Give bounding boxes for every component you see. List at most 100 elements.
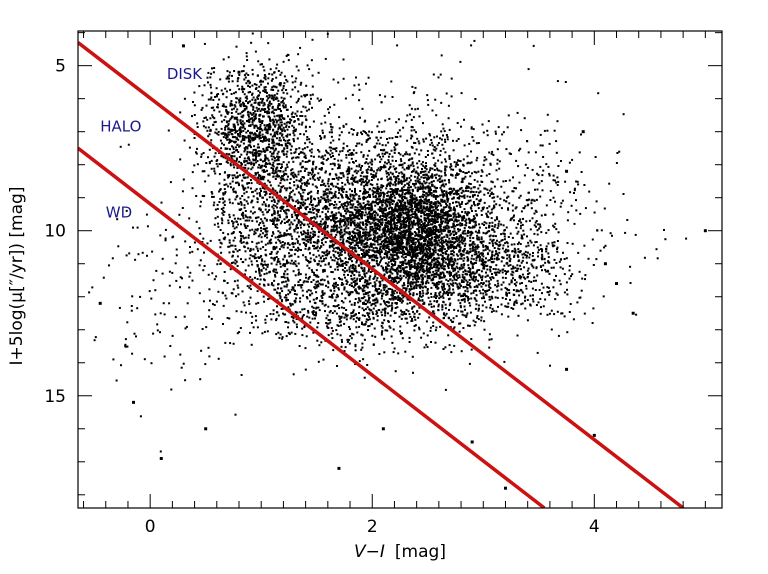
data-point: [414, 212, 417, 215]
data-point: [474, 307, 477, 310]
data-point: [477, 309, 480, 312]
data-point: [358, 165, 361, 168]
data-point: [412, 219, 415, 222]
data-point: [457, 230, 460, 233]
data-point: [324, 190, 326, 193]
data-point: [431, 183, 433, 186]
data-point: [379, 200, 382, 202]
data-point: [369, 228, 372, 231]
data-point: [276, 305, 278, 308]
data-point: [220, 208, 223, 210]
data-point: [430, 286, 433, 289]
data-point: [420, 187, 423, 190]
data-point: [391, 247, 394, 250]
data-point: [537, 248, 540, 251]
data-point: [412, 255, 415, 258]
data-point: [417, 316, 420, 319]
data-point: [442, 127, 445, 130]
data-point: [401, 240, 403, 243]
data-point: [420, 176, 423, 179]
data-point: [445, 134, 448, 136]
data-point: [596, 229, 599, 232]
data-point: [536, 233, 539, 236]
data-point: [454, 213, 457, 216]
data-point: [445, 195, 448, 197]
data-point: [448, 308, 450, 311]
data-point: [403, 207, 405, 210]
data-point: [429, 208, 432, 210]
data-point: [393, 200, 395, 203]
data-point: [439, 186, 442, 189]
data-point: [463, 118, 465, 121]
data-point: [477, 246, 480, 248]
data-point: [461, 219, 464, 222]
data-point: [410, 241, 413, 244]
data-point: [328, 111, 330, 114]
data-point: [380, 236, 383, 239]
data-point: [338, 165, 341, 167]
data-point: [403, 225, 406, 228]
data-point: [441, 306, 444, 308]
data-point: [444, 314, 447, 317]
data-point: [404, 212, 407, 215]
data-point: [372, 201, 375, 204]
data-point: [310, 195, 313, 198]
data-point: [297, 97, 300, 100]
data-point: [259, 193, 261, 196]
data-point: [427, 187, 430, 190]
data-point: [435, 202, 438, 205]
data-point: [432, 230, 434, 233]
data-point: [486, 230, 489, 233]
data-point: [377, 198, 380, 201]
data-point: [489, 162, 492, 165]
data-point: [397, 214, 400, 217]
data-point: [407, 224, 410, 227]
data-point: [429, 169, 431, 172]
data-point: [444, 221, 447, 224]
data-point: [253, 230, 256, 233]
data-point: [469, 244, 471, 247]
data-point: [532, 44, 535, 47]
data-point: [325, 257, 328, 260]
data-point: [323, 114, 326, 117]
data-point: [373, 250, 376, 253]
data-point: [434, 189, 437, 192]
data-point: [398, 206, 401, 209]
data-point: [515, 226, 518, 229]
data-point: [348, 172, 351, 175]
data-point: [224, 236, 227, 239]
data-point: [452, 225, 455, 228]
data-point: [414, 203, 417, 206]
data-point: [430, 192, 433, 195]
data-point: [418, 178, 421, 181]
data-point: [302, 294, 305, 297]
data-point: [373, 265, 376, 268]
data-point: [447, 289, 450, 292]
data-point: [664, 238, 667, 241]
data-point: [302, 254, 305, 257]
data-point: [490, 208, 493, 211]
data-point: [538, 289, 541, 291]
data-point: [379, 216, 382, 219]
data-point: [435, 271, 438, 274]
data-point: [584, 207, 587, 210]
data-point: [655, 248, 658, 251]
data-point: [391, 302, 394, 305]
data-point: [316, 192, 319, 195]
data-point: [374, 196, 377, 199]
data-point: [353, 208, 356, 211]
data-point: [502, 232, 505, 235]
data-point: [392, 257, 395, 260]
data-point: [367, 76, 370, 79]
data-point: [446, 199, 449, 202]
data-point: [415, 255, 417, 258]
data-point: [418, 203, 421, 206]
data-point: [535, 210, 538, 213]
data-point: [436, 229, 439, 231]
data-point: [445, 202, 447, 205]
data-point: [351, 260, 353, 263]
data-point: [261, 211, 264, 214]
data-point: [472, 215, 475, 218]
data-point: [329, 199, 332, 202]
data-point: [485, 222, 488, 225]
